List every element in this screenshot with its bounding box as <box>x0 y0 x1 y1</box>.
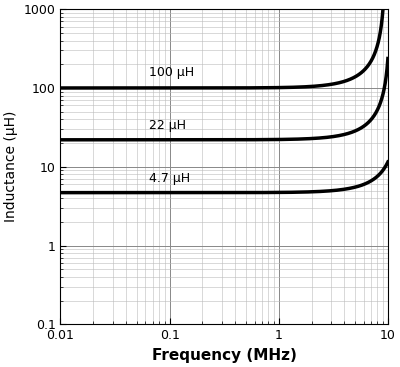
Y-axis label: Inductance (μH): Inductance (μH) <box>4 111 18 222</box>
Text: 100 μH: 100 μH <box>149 66 194 80</box>
Text: 22 μH: 22 μH <box>149 119 186 132</box>
Text: 4.7 μH: 4.7 μH <box>149 172 190 185</box>
X-axis label: Frequency (MHz): Frequency (MHz) <box>152 348 297 363</box>
